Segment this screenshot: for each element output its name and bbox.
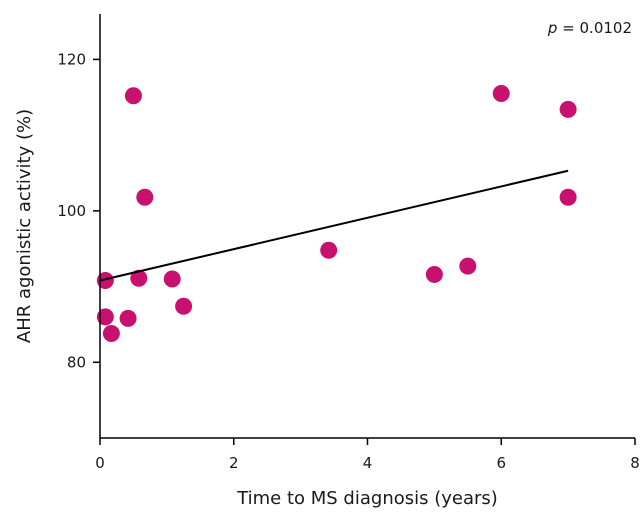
- x-tick-label: 0: [95, 454, 105, 472]
- data-point: [559, 188, 577, 206]
- data-point: [136, 188, 154, 206]
- y-axis-ticks: 80 100 120: [57, 50, 100, 371]
- data-point: [163, 270, 181, 288]
- x-tick-label: 6: [496, 454, 506, 472]
- p-value-text: = 0.0102: [557, 19, 632, 37]
- data-point: [320, 241, 338, 259]
- data-point: [425, 265, 443, 283]
- x-axis-title: Time to MS diagnosis (years): [236, 488, 498, 509]
- y-tick-label: 120: [57, 50, 86, 68]
- data-point: [559, 100, 577, 118]
- data-points: [96, 85, 577, 343]
- data-point: [96, 272, 114, 290]
- data-point: [492, 85, 510, 102]
- x-tick-label: 8: [630, 454, 640, 472]
- data-point: [119, 309, 137, 327]
- y-tick-label: 80: [67, 353, 86, 371]
- data-point: [102, 325, 120, 343]
- data-point: [130, 269, 148, 287]
- y-tick-label: 100: [57, 202, 86, 220]
- p-value-annotation: p = 0.0102: [547, 19, 632, 37]
- data-point: [124, 87, 142, 105]
- data-point: [96, 308, 114, 326]
- regression-line: [99, 169, 569, 282]
- x-tick-label: 4: [363, 454, 373, 472]
- data-point: [459, 257, 477, 275]
- p-symbol: p: [547, 19, 558, 37]
- y-axis-title: AHR agonistic activity (%): [14, 109, 35, 343]
- x-axis-ticks: 0 2 4 6 8: [95, 438, 640, 472]
- x-tick-label: 2: [229, 454, 239, 472]
- data-point: [175, 297, 193, 315]
